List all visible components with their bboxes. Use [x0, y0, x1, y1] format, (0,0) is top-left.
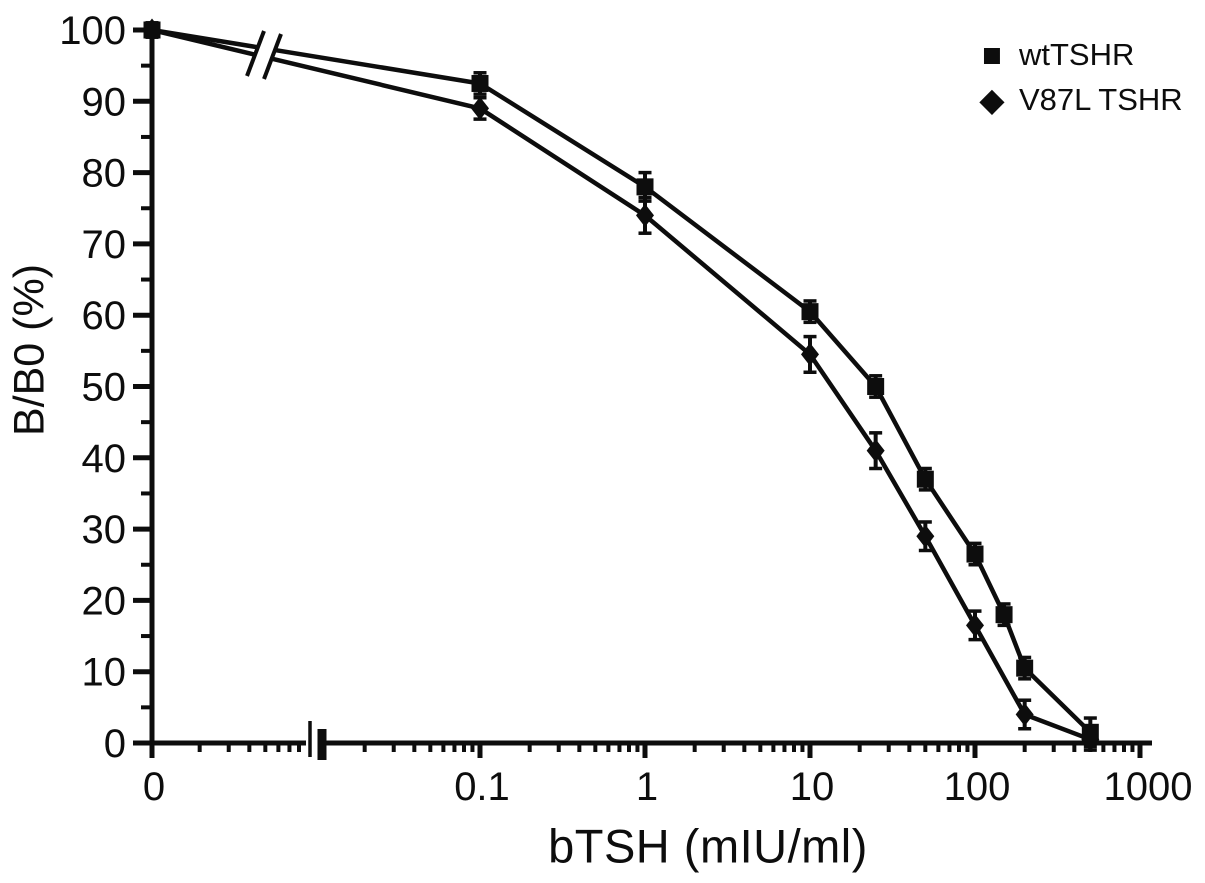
data-point-marker-square [636, 178, 654, 196]
data-point-marker-diamond [636, 203, 654, 227]
data-point-marker-square [471, 74, 489, 92]
y-tick-label: 10 [82, 651, 127, 695]
y-tick-label: 70 [82, 223, 127, 267]
data-point-marker-diamond [801, 342, 819, 366]
data-point-marker-diamond [866, 439, 885, 463]
x-tick-label: 10 [790, 765, 835, 809]
square-marker-icon: ■ [982, 36, 1002, 73]
data-point-marker-square [966, 545, 984, 563]
data-point-marker-diamond [471, 96, 489, 120]
data-point-marker-square [916, 470, 934, 488]
curve-break-slash [245, 30, 266, 77]
curve-break-gap [247, 29, 280, 81]
data-point-marker-square [867, 378, 885, 395]
legend: ■ wtTSHR ◆ V87L TSHR [975, 32, 1183, 122]
data-point-marker-diamond [1015, 702, 1034, 726]
diamond-marker-icon: ◆ [979, 81, 1005, 118]
legend-item-wttshr: ■ wtTSHR [975, 32, 1183, 77]
x-tick-label: 0 [143, 765, 165, 809]
y-tick-label: 80 [82, 152, 127, 196]
y-tick-label: 50 [82, 366, 127, 410]
y-tick-label: 30 [82, 508, 127, 552]
y-tick-label: 60 [82, 294, 127, 338]
y-tick-label: 100 [59, 9, 126, 53]
y-axis-title: B/B0 (%) [5, 263, 54, 437]
legend-label: V87L TSHR [1019, 81, 1183, 117]
x-tick-label: 1 [636, 765, 658, 809]
x-tick-label: 1000 [1104, 765, 1193, 809]
legend-label: wtTSHR [1019, 36, 1135, 72]
series-line-diamond [151, 27, 1092, 742]
y-tick-label: 90 [82, 80, 127, 124]
data-point-marker-square [801, 303, 819, 321]
x-axis-title: bTSH (mIU/ml) [548, 819, 868, 873]
y-tick-label: 20 [82, 579, 127, 623]
x-tick-label: 100 [944, 765, 1011, 809]
data-point-marker-diamond [916, 524, 935, 548]
y-tick-label: 0 [104, 722, 126, 766]
y-tick-label: 40 [82, 437, 127, 481]
data-point-marker-diamond [143, 18, 161, 42]
data-point-marker-diamond [1081, 727, 1100, 751]
data-point-marker-square [995, 606, 1013, 624]
series-line-square [151, 27, 1092, 734]
curve-break-slash [262, 33, 283, 80]
data-point-marker-square [1016, 659, 1034, 677]
data-point-marker-diamond [966, 613, 984, 637]
x-tick-label: 0.1 [454, 765, 510, 809]
legend-item-v87l-tshr: ◆ V87L TSHR [975, 77, 1183, 122]
